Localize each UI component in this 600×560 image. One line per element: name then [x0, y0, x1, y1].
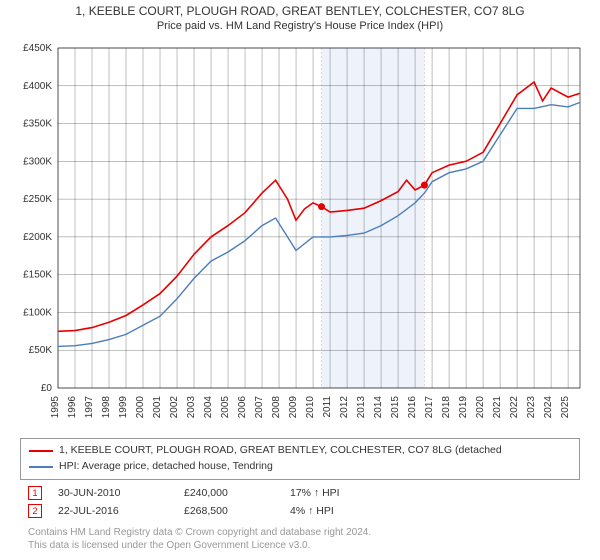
- legend-swatch: [29, 450, 53, 452]
- svg-text:2014: 2014: [373, 396, 384, 419]
- svg-text:2007: 2007: [254, 396, 265, 419]
- svg-text:2021: 2021: [492, 396, 503, 419]
- sale-delta: 17% ↑ HPI: [290, 487, 410, 499]
- svg-text:1998: 1998: [101, 396, 112, 419]
- svg-text:2002: 2002: [169, 396, 180, 419]
- svg-text:2015: 2015: [390, 396, 401, 419]
- svg-text:2020: 2020: [475, 396, 486, 419]
- svg-text:£450K: £450K: [23, 43, 52, 54]
- svg-text:£50K: £50K: [29, 345, 53, 356]
- svg-text:2011: 2011: [322, 396, 333, 418]
- svg-text:2024: 2024: [543, 396, 554, 419]
- svg-text:2003: 2003: [186, 396, 197, 419]
- svg-text:2009: 2009: [288, 396, 299, 419]
- svg-text:2018: 2018: [441, 396, 452, 419]
- sale-marker-icon: 2: [28, 504, 42, 518]
- legend-item: 1, KEEBLE COURT, PLOUGH ROAD, GREAT BENT…: [29, 443, 571, 459]
- sale-delta: 4% ↑ HPI: [290, 505, 410, 517]
- sale-row: 2 22-JUL-2016 £268,500 4% ↑ HPI: [20, 502, 580, 520]
- svg-text:2023: 2023: [526, 396, 537, 419]
- price-chart: £0 £50K £100K £150K £200K £250K £300K £350K £400…: [10, 38, 590, 432]
- svg-text:2006: 2006: [237, 396, 248, 419]
- attribution: Contains HM Land Registry data © Crown c…: [20, 526, 580, 553]
- svg-text:2000: 2000: [135, 396, 146, 419]
- attribution-line: Contains HM Land Registry data © Crown c…: [28, 526, 572, 540]
- chart-svg: £0 £50K £100K £150K £200K £250K £300K £350K £400…: [10, 38, 590, 432]
- svg-text:1995: 1995: [50, 396, 61, 419]
- attribution-line: This data is licensed under the Open Gov…: [28, 539, 572, 553]
- svg-text:£200K: £200K: [23, 232, 52, 243]
- svg-text:£150K: £150K: [23, 270, 52, 281]
- svg-text:£350K: £350K: [23, 119, 52, 130]
- svg-text:1999: 1999: [118, 396, 129, 419]
- sale-date: 30-JUN-2010: [58, 487, 168, 499]
- svg-text:1997: 1997: [84, 396, 95, 419]
- legend-label: HPI: Average price, detached house, Tend…: [59, 459, 273, 475]
- page-title: 1, KEEBLE COURT, PLOUGH ROAD, GREAT BENT…: [0, 0, 600, 18]
- sale-row: 1 30-JUN-2010 £240,000 17% ↑ HPI: [20, 484, 580, 502]
- svg-text:2019: 2019: [458, 396, 469, 419]
- svg-text:2001: 2001: [152, 396, 163, 419]
- svg-text:2008: 2008: [271, 396, 282, 419]
- svg-text:2005: 2005: [220, 396, 231, 419]
- svg-text:2017: 2017: [424, 396, 435, 419]
- svg-text:2016: 2016: [407, 396, 418, 419]
- svg-text:2012: 2012: [339, 396, 350, 419]
- svg-text:2010: 2010: [305, 396, 316, 419]
- svg-text:1996: 1996: [67, 396, 78, 419]
- sale-price: £268,500: [184, 505, 274, 517]
- sale-price: £240,000: [184, 487, 274, 499]
- svg-text:2025: 2025: [560, 396, 571, 419]
- legend: 1, KEEBLE COURT, PLOUGH ROAD, GREAT BENT…: [20, 438, 580, 480]
- sale-date: 22-JUL-2016: [58, 505, 168, 517]
- sale-marker-icon: 1: [28, 486, 42, 500]
- legend-item: HPI: Average price, detached house, Tend…: [29, 459, 571, 475]
- svg-text:2022: 2022: [509, 396, 520, 419]
- page-subtitle: Price paid vs. HM Land Registry's House …: [0, 18, 600, 38]
- svg-text:£250K: £250K: [23, 194, 52, 205]
- legend-label: 1, KEEBLE COURT, PLOUGH ROAD, GREAT BENT…: [59, 443, 502, 459]
- legend-swatch: [29, 466, 53, 468]
- sales-table: 1 30-JUN-2010 £240,000 17% ↑ HPI 2 22-JU…: [20, 484, 580, 520]
- svg-text:£300K: £300K: [23, 156, 52, 167]
- svg-text:2004: 2004: [203, 396, 214, 419]
- svg-text:£400K: £400K: [23, 81, 52, 92]
- svg-text:2013: 2013: [356, 396, 367, 419]
- svg-text:£100K: £100K: [23, 307, 52, 318]
- svg-text:£0: £0: [41, 383, 53, 394]
